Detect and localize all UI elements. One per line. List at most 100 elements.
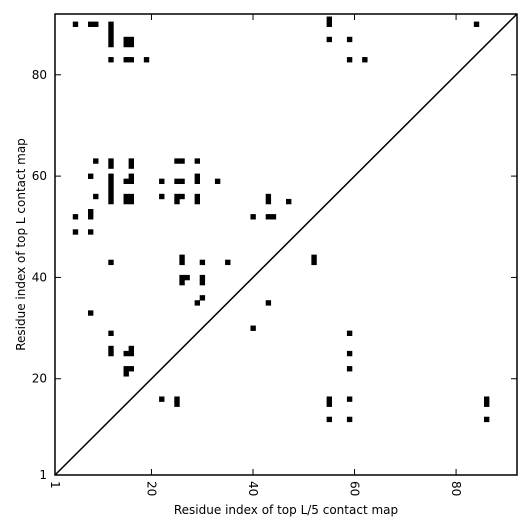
contact-point [199,279,206,286]
contact-point [179,193,185,200]
contact-point [128,158,134,164]
contact-point [88,310,94,316]
contact-point [346,366,353,372]
y-tick-label: 80 [32,68,47,82]
contact-point [72,21,79,27]
x-tick-label: 40 [246,481,260,496]
contact-point [250,214,256,220]
y-tick-label: 20 [32,372,47,386]
contact-point [159,396,165,402]
contact-point [311,259,317,266]
contact-point [174,401,180,407]
contact-point [108,193,114,200]
contact-point [93,21,99,27]
contact-point [108,178,114,185]
contact-point [88,209,94,215]
contact-point [123,178,129,185]
y-axis-ticks: 1 20 40 60 80 [32,68,517,482]
contact-point [174,396,180,402]
contact-point [93,193,99,200]
x-tick-label: 20 [144,481,158,496]
contact-point [179,158,185,164]
contact-point [250,325,256,331]
contact-point [128,345,134,352]
contact-point [179,259,185,266]
contact-point [265,214,272,220]
contact-point [326,36,332,43]
contact-point [108,36,114,43]
contact-point [108,350,114,357]
contact-point [108,163,114,169]
contact-point [159,193,165,200]
contact-point [194,178,200,185]
contact-point [199,295,206,301]
contact-point [123,57,129,63]
contact-point [265,193,272,200]
contact-point [194,158,200,164]
contact-point [108,158,114,164]
contact-point [72,214,79,220]
contact-point [265,198,272,205]
contact-point [108,31,114,38]
contact-point [128,198,134,205]
contact-point [194,173,200,179]
contact-point [128,36,134,43]
contact-point [362,57,368,63]
contact-point [108,21,114,27]
contact-point [128,193,134,200]
contact-point [265,300,272,306]
contact-point [174,198,180,205]
contact-point [194,300,200,306]
contact-point [326,416,332,423]
y-axis-label: Residue index of top L contact map [14,138,28,351]
contact-points-layer [72,16,490,423]
contact-point [346,57,353,63]
contact-point [108,259,114,266]
contact-point [473,21,480,27]
contact-point [128,57,134,63]
contact-point [311,254,317,260]
diagonal-line [54,13,518,476]
contact-point [128,173,134,179]
contact-point [326,16,332,22]
contact-point [72,229,79,235]
x-tick-label: 60 [348,481,362,496]
contact-point [346,330,353,336]
contact-point [123,350,129,357]
contact-point [179,279,185,286]
contact-point [326,401,332,407]
contact-point [128,163,134,169]
contact-point [108,198,114,205]
contact-point [108,183,114,190]
contact-point [123,41,129,48]
contact-point [346,36,353,43]
contact-point [326,21,332,27]
contact-point [88,214,94,220]
y-tick-label: 60 [32,169,47,183]
contact-point [128,350,134,357]
x-axis-ticks: 1 20 40 60 80 [48,14,463,496]
contact-point [88,173,94,179]
contact-point [93,158,99,164]
contact-point [123,366,129,372]
y-tick-label: 40 [32,270,47,284]
contact-point [184,274,190,281]
contact-point [123,198,129,205]
x-tick-label: 80 [449,481,463,496]
contact-point [174,193,180,200]
contact-point [270,214,277,220]
contact-point [326,396,332,402]
contact-point [179,254,185,260]
contact-point [225,259,231,266]
x-axis-label: Residue index of top L/5 contact map [174,503,398,517]
contact-point [199,259,206,266]
contact-point [194,198,200,205]
contact-point [108,57,114,63]
contact-point [108,41,114,48]
contact-point [143,57,150,63]
contact-point [199,274,206,281]
contact-point [123,371,129,377]
x-tick-label: 1 [48,481,62,489]
contact-point [194,193,200,200]
